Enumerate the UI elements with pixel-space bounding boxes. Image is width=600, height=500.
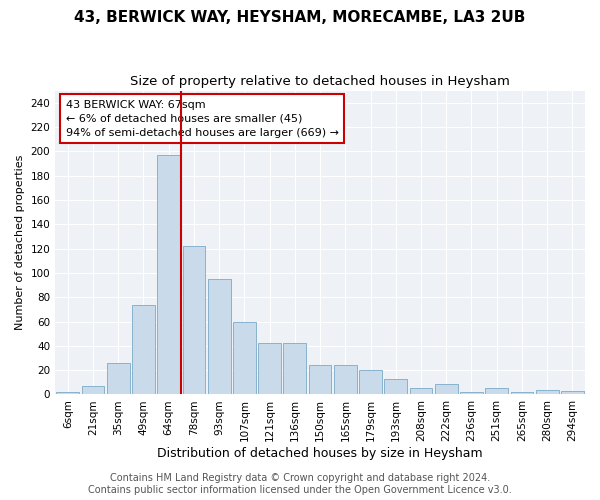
Bar [359,370,382,394]
Bar [208,279,230,394]
Bar [536,390,559,394]
Text: Contains HM Land Registry data © Crown copyright and database right 2024.
Contai: Contains HM Land Registry data © Crown c… [88,474,512,495]
Bar [460,392,483,394]
Bar [385,378,407,394]
Bar [82,386,104,394]
Bar [410,388,433,394]
Bar [233,322,256,394]
Text: 43, BERWICK WAY, HEYSHAM, MORECAMBE, LA3 2UB: 43, BERWICK WAY, HEYSHAM, MORECAMBE, LA3… [74,10,526,25]
Bar [561,391,584,394]
Bar [309,366,331,394]
Bar [485,388,508,394]
X-axis label: Distribution of detached houses by size in Heysham: Distribution of detached houses by size … [157,447,483,460]
Bar [283,344,306,394]
Bar [132,304,155,394]
Bar [258,344,281,394]
Bar [334,366,356,394]
Text: 43 BERWICK WAY: 67sqm
← 6% of detached houses are smaller (45)
94% of semi-detac: 43 BERWICK WAY: 67sqm ← 6% of detached h… [66,100,339,138]
Bar [182,246,205,394]
Bar [56,392,79,394]
Bar [107,363,130,394]
Title: Size of property relative to detached houses in Heysham: Size of property relative to detached ho… [130,75,510,88]
Y-axis label: Number of detached properties: Number of detached properties [15,155,25,330]
Bar [435,384,458,394]
Bar [511,392,533,394]
Bar [157,155,180,394]
